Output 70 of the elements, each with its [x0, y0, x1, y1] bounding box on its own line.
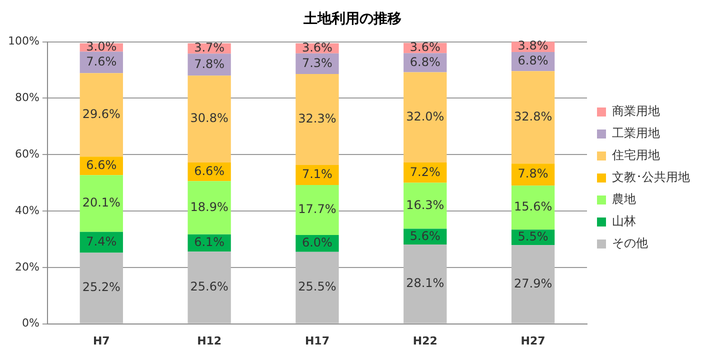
bar — [296, 185, 339, 235]
y-tick-label: 20% — [14, 260, 40, 274]
x-tick-label: H12 — [197, 334, 222, 348]
bar — [404, 244, 447, 324]
legend-label: 工業用地 — [612, 126, 660, 140]
bar — [188, 76, 231, 162]
y-tick-label: 100% — [8, 34, 40, 48]
bar — [188, 252, 231, 324]
bar — [80, 175, 123, 232]
legend-label: 住宅用地 — [611, 148, 660, 162]
data-label: 15.6% — [514, 200, 552, 214]
bar — [511, 71, 555, 164]
bar — [296, 252, 339, 324]
bar — [511, 245, 555, 324]
data-label: 27.9% — [514, 276, 552, 290]
data-label: 20.1% — [82, 196, 120, 210]
data-label: 7.1% — [302, 167, 332, 182]
data-label: 5.5% — [518, 229, 548, 244]
data-label: 16.3% — [406, 198, 444, 212]
data-label: 6.0% — [302, 236, 332, 250]
data-label: 7.8% — [518, 166, 548, 181]
data-label: 3.8% — [518, 38, 548, 53]
data-label: 6.8% — [410, 54, 440, 69]
data-label: 32.3% — [298, 112, 336, 126]
legend-label: その他 — [612, 236, 648, 250]
bar — [80, 73, 123, 157]
y-tick-label: 60% — [14, 147, 40, 160]
bar — [404, 72, 447, 162]
data-label: 7.3% — [302, 56, 332, 70]
chart-title: 土地利用の推移 — [302, 11, 402, 28]
data-label: 6.6% — [194, 164, 225, 178]
data-label: 3.6% — [302, 40, 332, 54]
x-tick-label: H27 — [520, 334, 546, 348]
data-label: 30.8% — [190, 111, 228, 126]
data-label: 32.8% — [514, 110, 552, 124]
y-tick-label: 80% — [14, 91, 40, 104]
bar — [296, 165, 339, 186]
data-label: 3.0% — [86, 40, 117, 54]
data-label: 25.5% — [298, 280, 336, 294]
data-label: 7.2% — [410, 164, 440, 179]
data-label: 7.4% — [86, 234, 117, 248]
x-tick-label: H17 — [304, 334, 330, 348]
data-label: 25.2% — [82, 280, 120, 294]
x-tick-label: H22 — [412, 334, 438, 348]
data-label: 7.6% — [86, 54, 117, 69]
bar — [296, 74, 339, 166]
data-label: 28.1% — [406, 276, 444, 290]
data-label: 3.7% — [194, 40, 225, 55]
legend-label: 文教･公共用地 — [612, 170, 690, 184]
data-label: 7.8% — [194, 56, 225, 71]
data-label: 5.6% — [410, 228, 440, 243]
data-label: 25.6% — [190, 280, 228, 294]
data-label: 32.0% — [406, 110, 444, 124]
data-label: 29.6% — [82, 106, 120, 121]
legend-label: 商業用地 — [612, 104, 660, 118]
legend-label: 山林 — [612, 214, 636, 228]
data-label: 6.8% — [518, 54, 548, 68]
bar — [404, 182, 447, 229]
bar — [511, 186, 555, 230]
bar — [80, 252, 123, 324]
y-tick-label: 0% — [22, 316, 40, 330]
data-label: 6.6% — [86, 158, 117, 172]
legend-label: 農地 — [612, 192, 636, 206]
data-label: 6.1% — [194, 235, 225, 250]
x-tick-label: H7 — [92, 334, 110, 348]
y-tick-label: 40% — [14, 204, 40, 217]
data-label: 3.6% — [410, 40, 440, 54]
bar — [188, 181, 231, 234]
data-label: 18.9% — [190, 200, 228, 214]
data-label: 17.7% — [298, 202, 336, 216]
